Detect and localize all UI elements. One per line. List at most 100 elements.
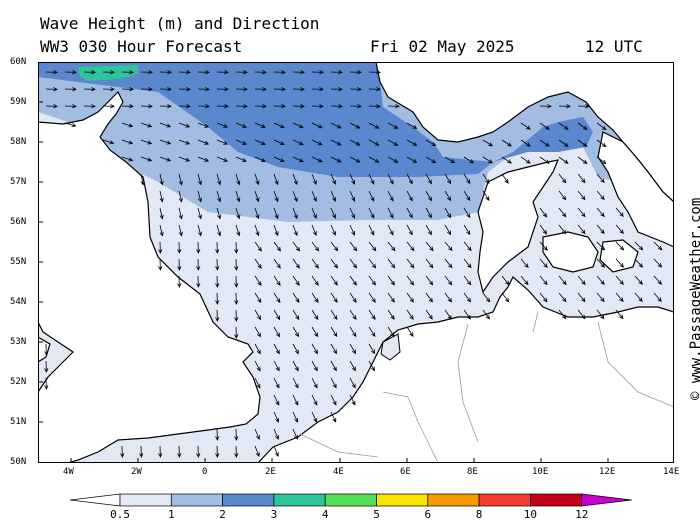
wave-direction-arrow: [159, 173, 164, 186]
wave-direction-arrow: [444, 292, 453, 303]
wave-direction-arrow: [558, 224, 567, 235]
wave-direction-arrow: [235, 104, 248, 109]
colorbar-cell: [324, 493, 377, 507]
wave-direction-arrow: [482, 309, 491, 320]
wave-direction-arrow: [349, 258, 358, 269]
wave-direction-arrow: [254, 258, 262, 269]
wave-direction-arrow: [558, 122, 569, 130]
wave-direction-arrow: [311, 87, 324, 92]
wave-direction-arrow: [330, 258, 339, 269]
wave-direction-arrow: [178, 207, 183, 220]
wave-direction-arrow: [330, 241, 339, 252]
wave-direction-arrow: [215, 309, 220, 322]
wave-direction-arrow: [596, 241, 606, 251]
wave-direction-arrow: [577, 139, 588, 148]
wave-direction-arrow: [444, 173, 452, 185]
wave-direction-arrow: [330, 104, 343, 109]
wave-direction-arrow: [64, 87, 77, 92]
wave-direction-arrow: [368, 190, 375, 202]
wave-direction-arrow: [311, 309, 319, 321]
wave-direction-arrow: [444, 207, 452, 219]
wave-direction-arrow: [102, 70, 115, 75]
wave-direction-arrow: [539, 224, 548, 235]
wave-direction-arrow: [520, 258, 529, 269]
wave-direction-arrow: [330, 173, 336, 185]
wave-direction-arrow: [216, 156, 229, 162]
wave-direction-arrow: [311, 343, 318, 355]
wave-direction-arrow: [406, 190, 413, 202]
wave-direction-arrow: [368, 360, 375, 372]
wave-direction-arrow: [349, 343, 357, 355]
wave-direction-arrow: [539, 241, 548, 251]
wave-direction-arrow: [139, 445, 144, 458]
wave-direction-arrow: [234, 258, 239, 271]
wave-direction-arrow: [196, 445, 201, 458]
colorbar-cell: [222, 493, 275, 507]
wave-direction-arrow: [463, 190, 471, 202]
colorbar-label: 2: [219, 508, 226, 521]
wave-direction-arrow: [45, 104, 58, 109]
wave-direction-arrow: [349, 360, 356, 372]
wave-direction-arrow: [254, 292, 262, 304]
wave-direction-arrow: [292, 241, 301, 252]
ireland-land: [38, 336, 51, 363]
wave-direction-arrow: [577, 190, 586, 201]
wave-direction-arrow: [463, 275, 472, 286]
wave-direction-arrow: [311, 326, 319, 338]
wave-direction-arrow: [273, 87, 286, 92]
wave-direction-arrow: [64, 104, 77, 109]
wave-direction-arrow: [330, 411, 337, 423]
wave-direction-arrow: [425, 258, 434, 269]
wave-direction-arrow: [330, 394, 337, 406]
lon-label: 4E: [333, 467, 344, 477]
wave-direction-arrow: [463, 173, 471, 185]
wave-direction-arrow: [273, 70, 286, 75]
wave-direction-arrow: [273, 207, 279, 220]
wave-direction-arrow: [178, 70, 191, 75]
wave-direction-arrow: [83, 70, 96, 75]
wave-direction-arrow: [330, 87, 343, 92]
wave-direction-arrow: [273, 445, 279, 458]
wave-direction-arrow: [406, 326, 414, 337]
wave-direction-arrow: [596, 292, 605, 303]
denmark-land: [477, 159, 559, 294]
wave-direction-arrow: [292, 411, 299, 423]
wave-direction-arrow: [292, 360, 299, 372]
wave-direction-arrow: [215, 241, 220, 254]
wave-direction-arrow: [444, 224, 452, 236]
wave-direction-arrow: [349, 241, 358, 252]
lat-label: 50N: [10, 457, 27, 467]
wave-direction-arrow: [482, 173, 490, 184]
wave-direction-arrow: [444, 156, 456, 164]
lon-label: 14E: [663, 467, 680, 477]
wave-direction-arrow: [216, 173, 222, 186]
wave-direction-arrow: [349, 87, 362, 92]
wave-direction-arrow: [368, 326, 376, 338]
wave-direction-arrow: [273, 377, 280, 389]
wave-direction-arrow: [177, 275, 182, 288]
colorbar-label: 6: [424, 508, 432, 521]
wave-direction-arrow: [292, 377, 299, 389]
wave-direction-arrow: [349, 190, 356, 202]
wave-direction-arrow: [311, 275, 319, 286]
wave-direction-arrow: [596, 275, 605, 286]
colorbar-label: 1: [168, 508, 175, 521]
wave-direction-arrow: [273, 224, 279, 237]
wave-direction-arrow: [234, 326, 239, 339]
wave-direction-arrow: [539, 104, 552, 109]
wave-direction-arrow: [368, 87, 381, 92]
wave-direction-arrow: [330, 360, 337, 372]
wave-direction-arrow: [330, 326, 338, 338]
wave-direction-arrow: [159, 104, 172, 109]
wave-band-3-4m: [78, 65, 138, 81]
wave-direction-arrow: [330, 377, 337, 389]
wave-direction-arrow: [311, 122, 323, 129]
wave-direction-arrow: [463, 292, 472, 303]
wave-direction-arrow: [273, 326, 280, 338]
wave-direction-arrow: [254, 275, 262, 286]
wave-direction-arrow: [311, 139, 323, 146]
wave-direction-arrow: [558, 173, 567, 184]
colorbar-label: 10: [523, 508, 538, 521]
wave-direction-arrow: [406, 122, 418, 129]
wave-direction-arrow: [406, 173, 413, 185]
